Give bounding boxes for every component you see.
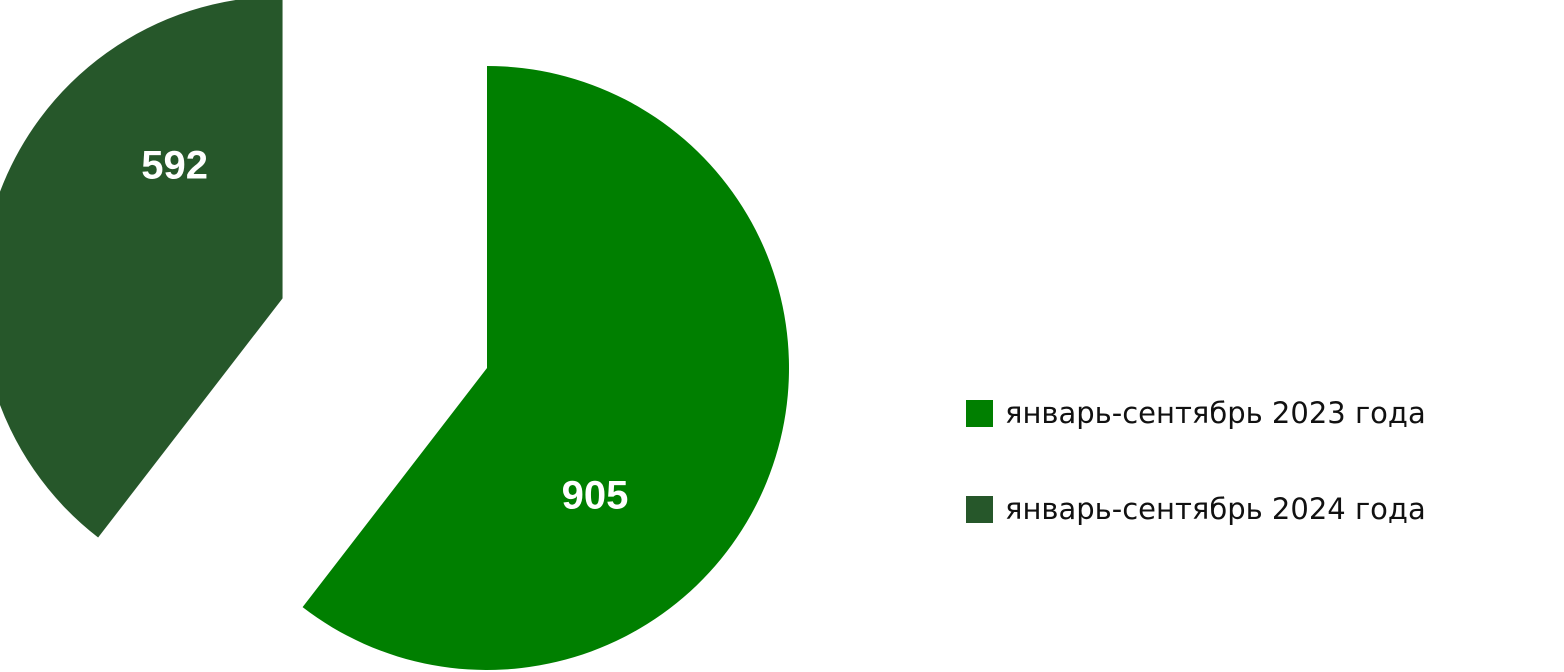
data-label-2023: 905 (562, 474, 629, 518)
data-label-2024: 592 (141, 144, 208, 188)
chart-legend: январь-сентябрь 2023 года январь-сентябр… (966, 390, 1564, 582)
legend-swatch-2023 (966, 399, 993, 427)
legend-item-2023: январь-сентябрь 2023 года (966, 390, 1564, 436)
legend-label-2024: январь-сентябрь 2024 года (1005, 492, 1426, 526)
pie-slice-2024 (0, 0, 283, 538)
legend-swatch-2024 (966, 495, 993, 523)
pie-slice-2023 (302, 66, 789, 670)
legend-item-2024: январь-сентябрь 2024 года (966, 486, 1564, 532)
legend-label-2023: январь-сентябрь 2023 года (1005, 396, 1426, 430)
